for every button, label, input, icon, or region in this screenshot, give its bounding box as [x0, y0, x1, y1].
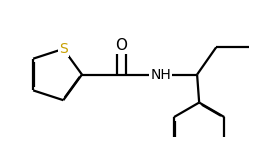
Text: O: O: [115, 38, 127, 53]
Text: S: S: [59, 42, 68, 56]
Text: NH: NH: [150, 67, 171, 82]
